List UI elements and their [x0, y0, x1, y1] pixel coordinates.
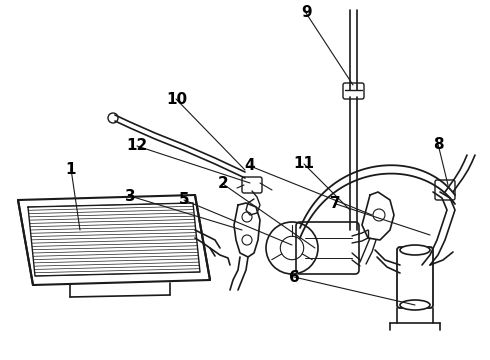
- FancyBboxPatch shape: [435, 180, 455, 200]
- Text: 2: 2: [218, 176, 228, 191]
- Text: 12: 12: [126, 138, 148, 153]
- Text: 3: 3: [124, 189, 135, 204]
- Text: 1: 1: [66, 162, 76, 177]
- Ellipse shape: [400, 245, 430, 255]
- Text: 9: 9: [301, 5, 312, 20]
- Text: 7: 7: [330, 196, 341, 211]
- Text: 11: 11: [294, 156, 314, 171]
- FancyBboxPatch shape: [343, 83, 364, 99]
- Text: 5: 5: [178, 192, 189, 207]
- Text: 10: 10: [166, 91, 187, 107]
- Ellipse shape: [400, 300, 430, 310]
- FancyBboxPatch shape: [397, 247, 433, 308]
- Text: 4: 4: [245, 158, 255, 173]
- Text: 8: 8: [433, 136, 444, 152]
- Text: 6: 6: [289, 270, 299, 285]
- FancyBboxPatch shape: [242, 177, 262, 193]
- FancyBboxPatch shape: [296, 222, 359, 274]
